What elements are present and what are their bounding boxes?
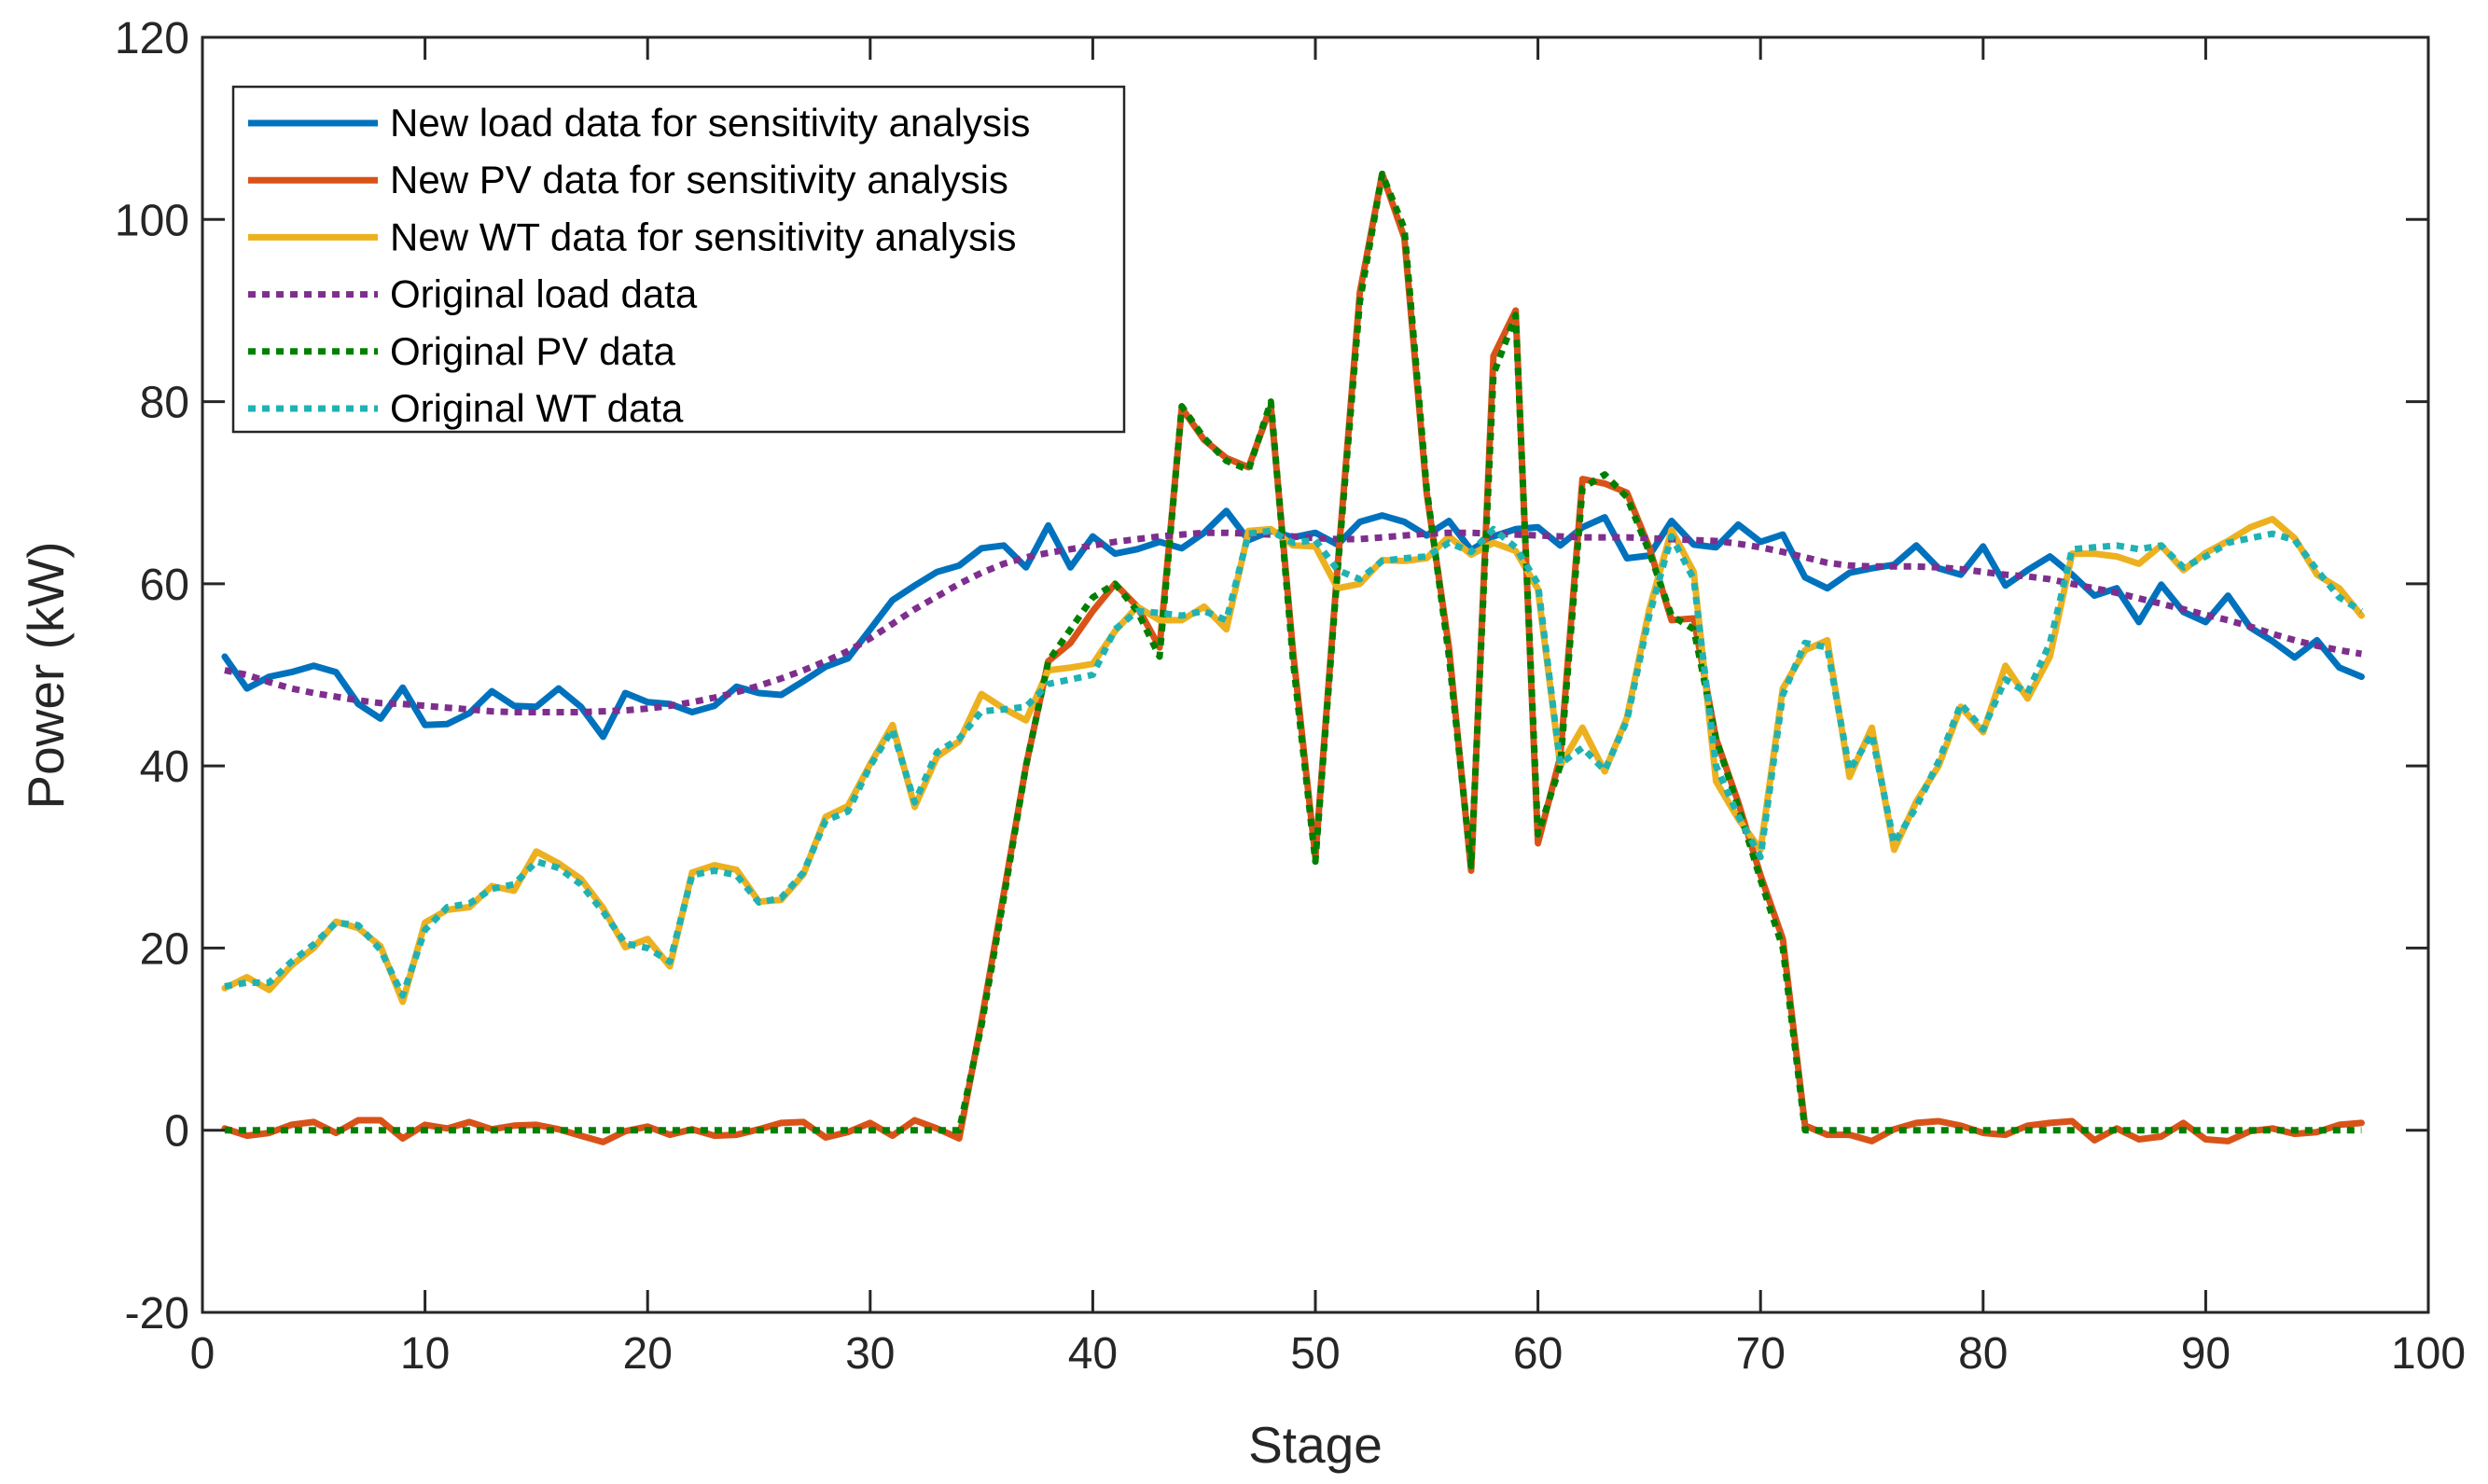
y-axis-title: Power (kW) xyxy=(17,541,75,809)
x-tick-label: 10 xyxy=(400,1329,450,1379)
x-tick-label: 20 xyxy=(623,1329,673,1379)
x-axis-title: Stage xyxy=(1248,1416,1383,1474)
legend-label-4: Original PV data xyxy=(390,329,675,373)
x-tick-label: 70 xyxy=(1736,1329,1786,1379)
series-line-4 xyxy=(224,171,2362,1134)
legend-label-3: Original load data xyxy=(390,272,698,316)
x-tick-label: 60 xyxy=(1513,1329,1563,1379)
y-tick-label: 120 xyxy=(115,14,189,63)
x-tick-label: 80 xyxy=(1958,1329,2008,1379)
y-tick-label: 80 xyxy=(140,379,189,428)
series-line-3 xyxy=(224,529,2362,715)
y-tick-label: -20 xyxy=(125,1289,189,1338)
x-tick-label: 50 xyxy=(1290,1329,1340,1379)
legend-label-2: New WT data for sensitivity analysis xyxy=(390,215,1016,258)
y-tick-label: 100 xyxy=(115,196,189,245)
x-tick-label: 90 xyxy=(2181,1329,2231,1379)
x-tick-label: 100 xyxy=(2391,1329,2466,1379)
y-tick-label: 40 xyxy=(140,742,189,792)
y-tick-label: 0 xyxy=(164,1107,189,1157)
legend-box xyxy=(231,85,1126,434)
legend-label-1: New PV data for sensitivity analysis xyxy=(390,158,1008,201)
series-line-5 xyxy=(224,525,2364,999)
x-tick-label: 0 xyxy=(190,1329,215,1379)
y-tick-label: 20 xyxy=(140,924,189,974)
x-tick-label: 30 xyxy=(845,1329,895,1379)
legend-label-0: New load data for sensitivity analysis xyxy=(390,101,1030,145)
series-lines xyxy=(221,171,2365,1145)
legend: New load data for sensitivity analysis Ne… xyxy=(231,85,1126,434)
x-tick-label: 40 xyxy=(1068,1329,1118,1379)
legend-label-5: Original WT data xyxy=(390,386,684,430)
y-tick-label: 60 xyxy=(140,561,189,610)
